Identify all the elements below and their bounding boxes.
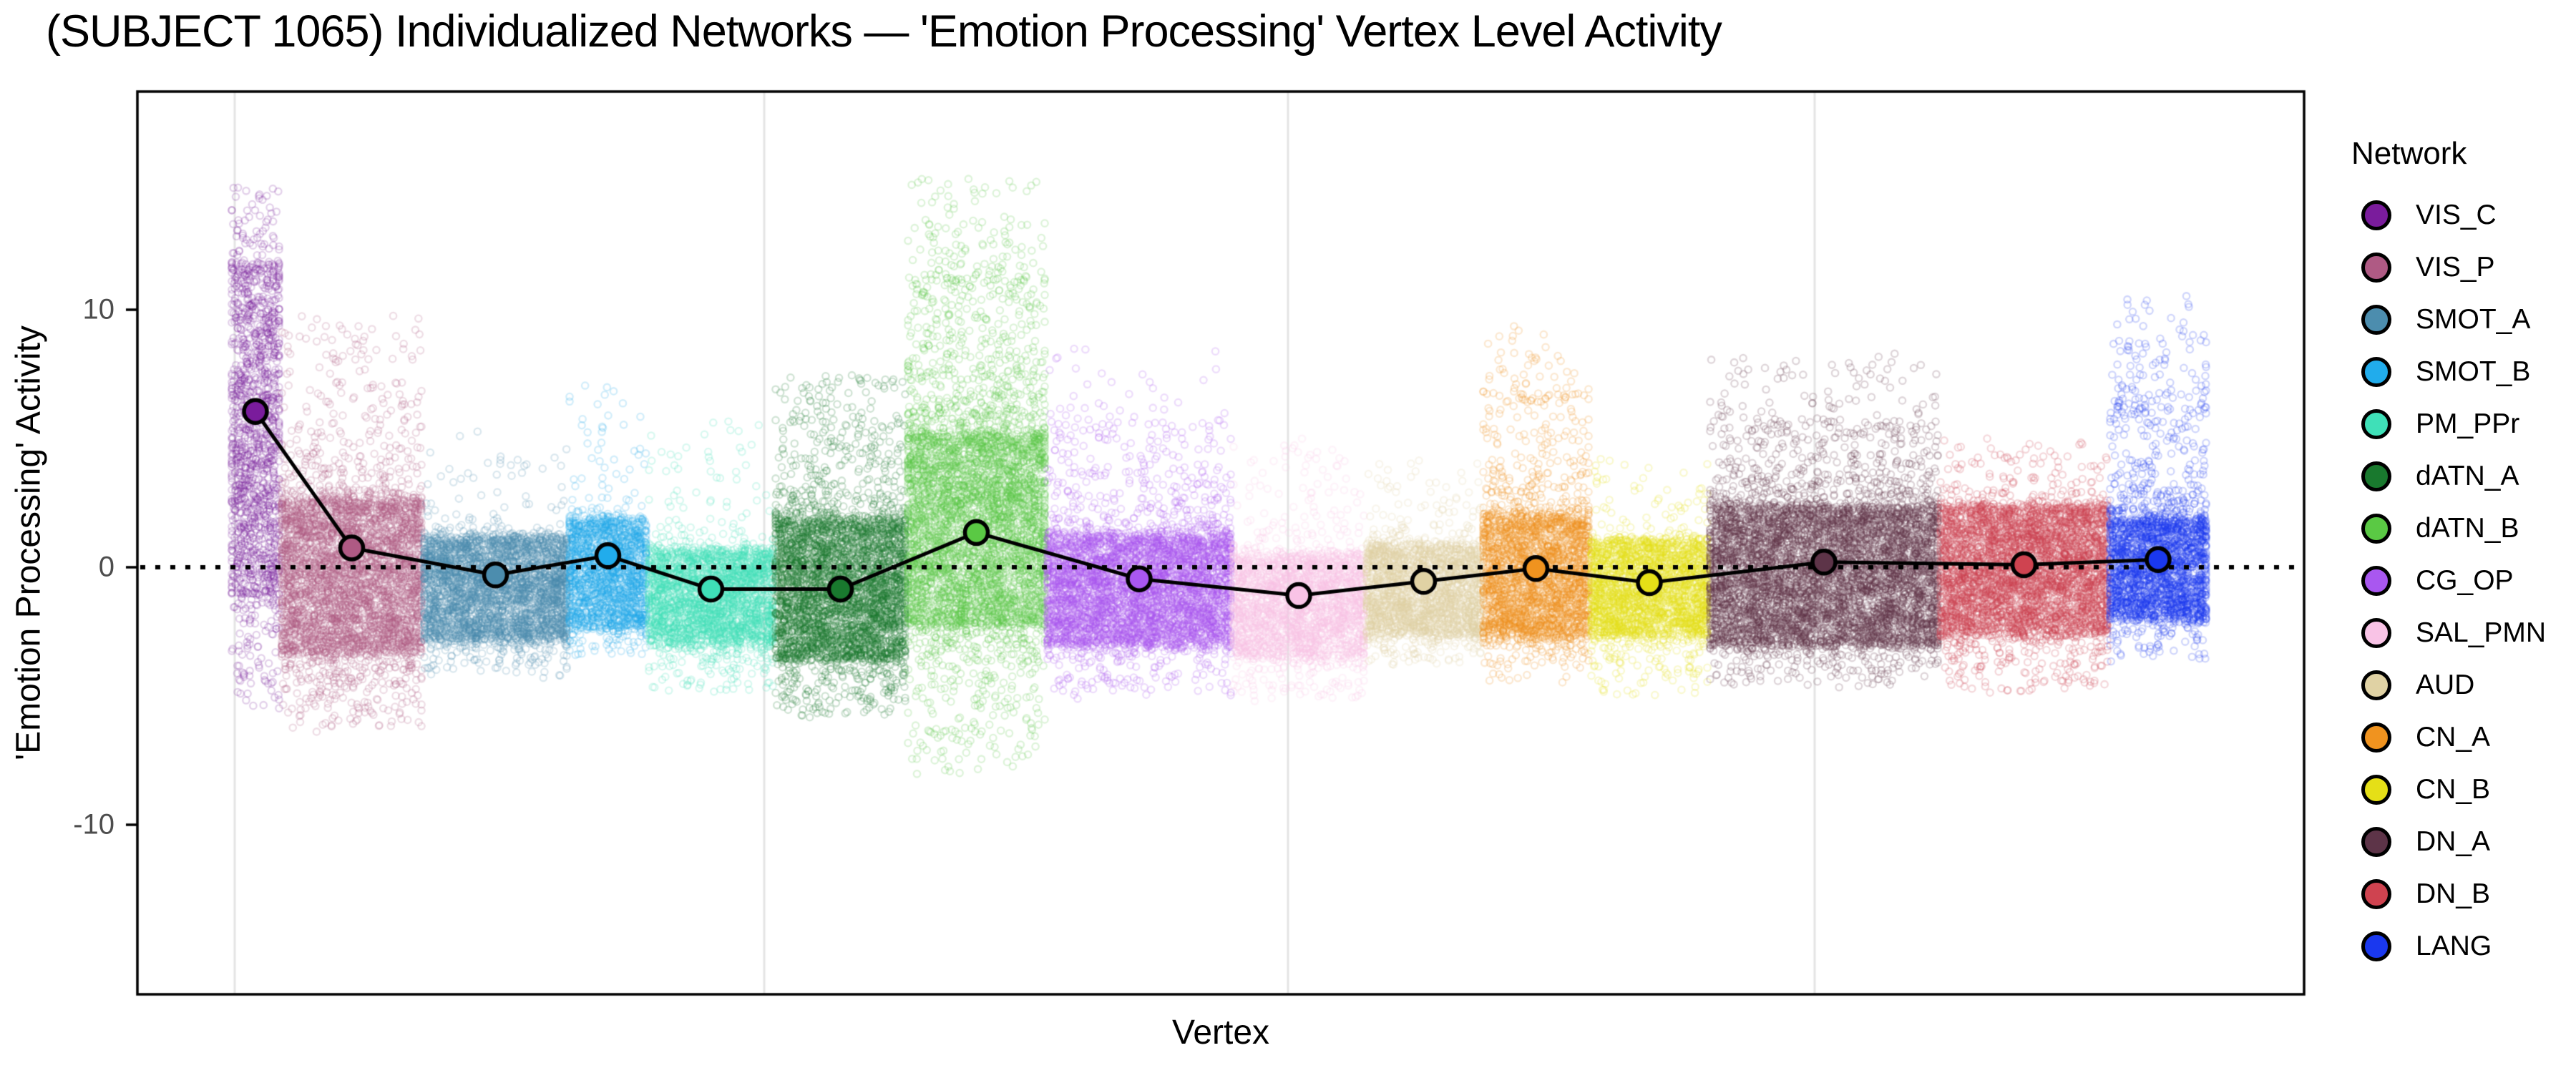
legend-item: dATN_B [2351,502,2546,554]
legend-item: CN_B [2351,763,2546,815]
legend-item-label: dATN_B [2416,512,2519,544]
chart-title: (SUBJECT 1065) Individualized Networks —… [46,6,1722,57]
legend-item-label: dATN_A [2416,460,2519,491]
legend-item-label: PM_PPr [2416,408,2520,439]
y-tick-label: 0 [98,551,114,583]
legend-title: Network [2351,136,2467,171]
legend-swatch-icon [2361,461,2391,491]
legend-item-label: SAL_PMN [2416,617,2547,648]
legend-item: SMOT_A [2351,293,2546,346]
y-tick-label: 10 [82,293,115,325]
legend: Network VIS_C VIS_P SMOT_A SMOT_B PM_PPr dATN… [2351,136,2546,972]
legend-item: AUD [2351,659,2546,711]
legend-item: dATN_A [2351,450,2546,502]
legend-item-label: CG_OP [2416,564,2514,596]
legend-item-label: CN_B [2416,773,2491,805]
legend-item-label: LANG [2416,930,2492,961]
legend-swatch-icon [2361,617,2391,648]
legend-swatch-icon [2361,513,2391,544]
y-tick-label: -10 [73,808,114,841]
legend-item-label: VIS_P [2416,251,2495,283]
legend-item: CN_A [2351,711,2546,763]
legend-swatch-icon [2361,774,2391,805]
legend-swatch-icon [2361,408,2391,439]
legend-item: DN_A [2351,815,2546,868]
legend-item-label: SMOT_B [2416,356,2531,387]
legend-swatch-icon [2361,878,2391,909]
legend-item: PM_PPr [2351,398,2546,450]
legend-item-label: VIS_C [2416,199,2497,230]
legend-swatch-icon [2361,722,2391,753]
legend-item-label: SMOT_A [2416,303,2531,335]
legend-item: VIS_C [2351,189,2546,241]
legend-item-label: CN_A [2416,721,2491,753]
legend-swatch-icon [2361,304,2391,335]
legend-swatch-icon [2361,826,2391,857]
legend-item: SAL_PMN [2351,607,2546,659]
legend-swatch-icon [2361,565,2391,596]
x-axis-label: Vertex [1171,1014,1270,1052]
legend-swatch-icon [2361,200,2391,230]
legend-item: DN_B [2351,868,2546,920]
legend-item-label: DN_A [2416,825,2491,857]
y-axis-label: 'Emotion Processing' Activity [9,325,48,760]
legend-item: VIS_P [2351,241,2546,293]
legend-items: VIS_C VIS_P SMOT_A SMOT_B PM_PPr dATN_A dATN_B… [2351,189,2546,972]
legend-item: LANG [2351,920,2546,972]
legend-swatch-icon [2361,356,2391,387]
legend-item-label: AUD [2416,669,2475,700]
legend-item: CG_OP [2351,554,2546,607]
legend-swatch-icon [2361,670,2391,700]
legend-item: SMOT_B [2351,346,2546,398]
legend-swatch-icon [2361,252,2391,283]
legend-swatch-icon [2361,931,2391,961]
legend-item-label: DN_B [2416,878,2491,909]
